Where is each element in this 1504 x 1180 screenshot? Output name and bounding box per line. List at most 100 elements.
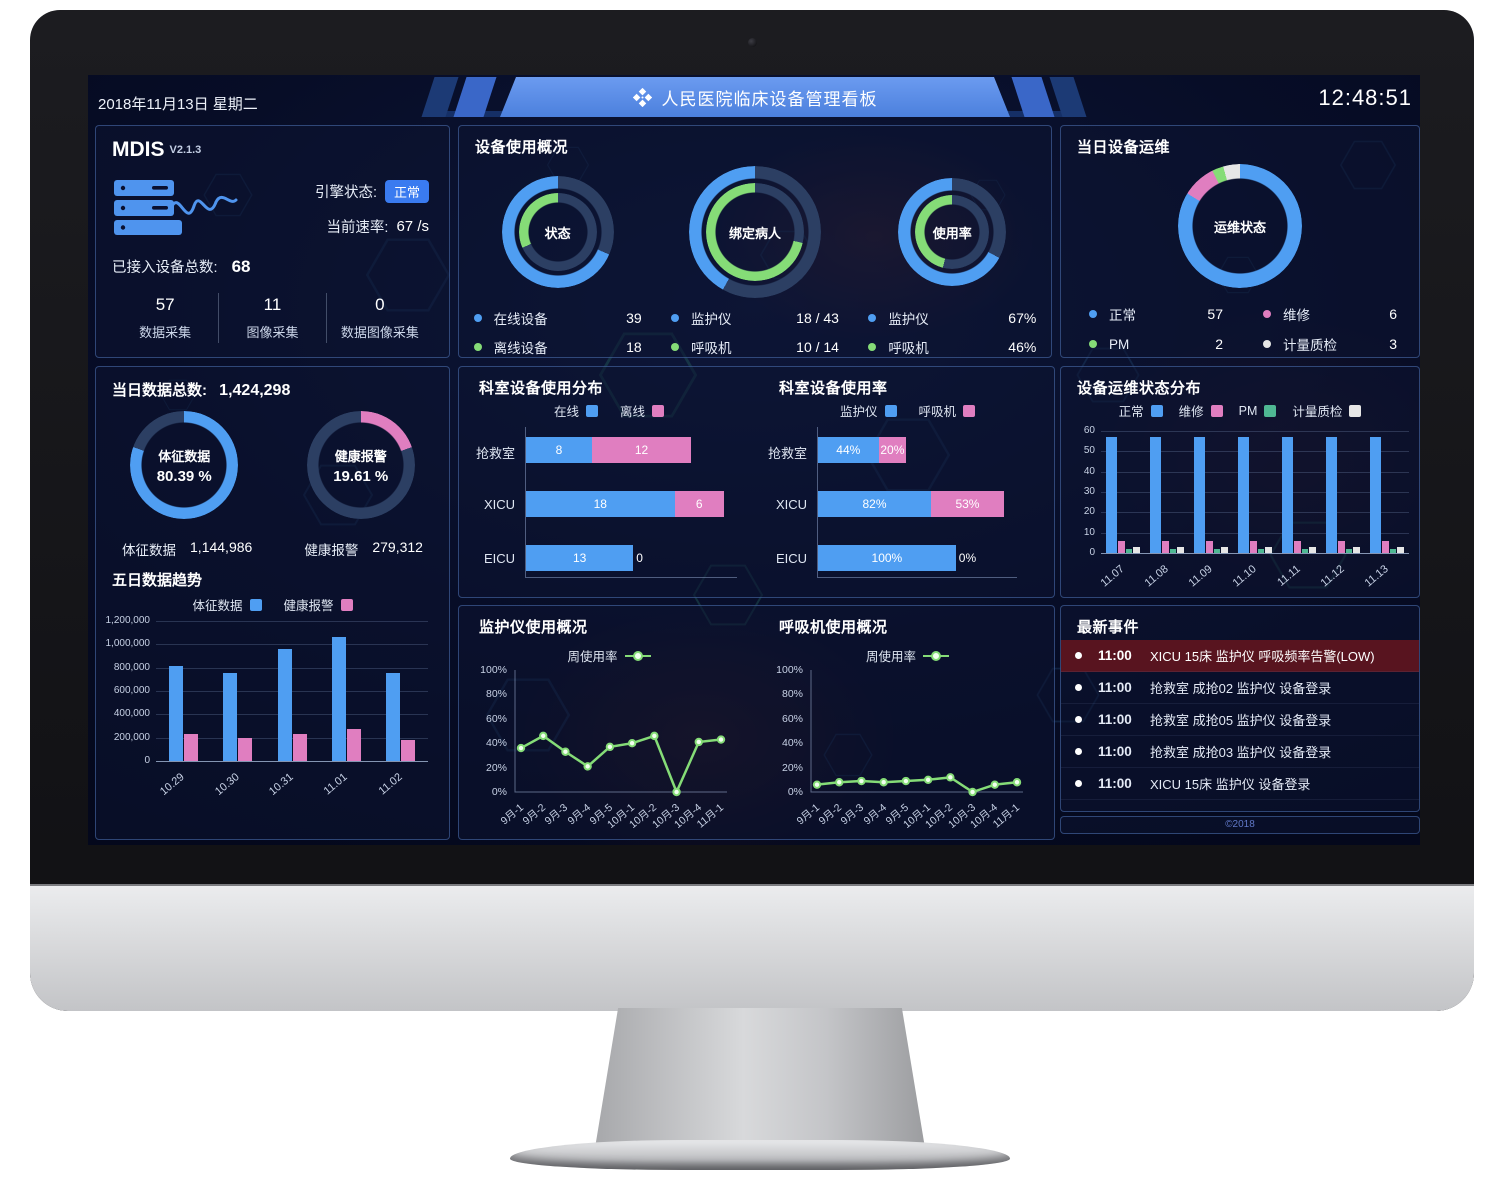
bar-计量质检 <box>1221 546 1228 553</box>
legend-value: 67% <box>1008 310 1037 326</box>
bar-健康报警 <box>238 738 253 761</box>
usage-donut-group: 状态 在线设备 39 离线设备 18 绑定病人 监护仪 18 / 43 呼吸机 10 / 14 使用… <box>459 158 1051 357</box>
bar-PM <box>1170 548 1176 553</box>
legend-swatch-icon <box>1210 404 1223 417</box>
legend-item: 监护仪 <box>840 401 897 420</box>
donut-ring <box>306 411 415 519</box>
legend-value: 10 / 14 <box>796 339 839 355</box>
legend-swatch-icon <box>249 598 262 611</box>
legend-item: 呼吸机 10 / 14 <box>670 337 839 357</box>
gridline <box>156 691 428 692</box>
bar-健康报警 <box>346 729 361 761</box>
donut-center-label: 使用率 <box>898 178 1006 286</box>
legend-item: 离线 <box>620 401 665 420</box>
gridline <box>156 714 428 716</box>
bar-正常 <box>1150 437 1161 553</box>
dept-distribution-chart: 科室设备使用分布 在线 离线 抢救室 8 12 XICU 18 6 EICU 13 0 <box>459 367 759 597</box>
y-axis-label: 80% <box>485 688 507 701</box>
event-dot-icon <box>1075 684 1082 691</box>
legend-item: 维修 6 <box>1263 304 1397 324</box>
total-devices-label: 已接入设备总数: <box>112 260 218 276</box>
ops-distribution-legend: 正常 维修 PM 计量质检 <box>1061 401 1419 420</box>
donut-box: 使用率 <box>898 158 1007 306</box>
monitor-frame: 2018年11月13日 星期二 12:48:51 人民医院临床设备管理看板 MD… <box>30 10 1474 1011</box>
trend-legend: 体征数据 健康报警 <box>96 595 449 614</box>
bar-PM <box>1302 548 1308 553</box>
legend-value: 3 <box>1389 336 1397 352</box>
y-axis-label: 40% <box>485 737 507 750</box>
data-point <box>946 773 955 782</box>
zero-value-label: 0 <box>636 551 643 565</box>
panel-ops-today: 当日设备运维 运维状态 正常 57 维修 6 PM 2 计量质检 3 <box>1060 125 1420 358</box>
legend-item: PM <box>1239 404 1277 418</box>
engine-status-badge: 正常 <box>384 180 429 203</box>
event-time: 11:00 <box>1098 712 1132 727</box>
bar-维修 <box>1250 540 1257 553</box>
gridline <box>156 737 428 739</box>
y-axis-label: 20% <box>781 761 803 774</box>
usage-donut-column: 使用率 监护仪 67% 呼吸机 46% <box>854 158 1051 357</box>
category-label: EICU <box>483 551 515 566</box>
bar-正常 <box>1326 437 1337 553</box>
donut-ring <box>130 411 239 519</box>
legend-name: 监护仪 <box>888 312 929 327</box>
donut-label: 绑定病人 <box>728 225 781 241</box>
bar-PM <box>1258 548 1264 553</box>
panel-dept-charts: 科室设备使用分布 在线 离线 抢救室 8 12 XICU 18 6 EICU 13 0 科室设备使… <box>458 366 1055 598</box>
chart-title: 呼吸机使用概况 <box>779 619 888 636</box>
y-axis-label: 10 <box>1083 526 1095 538</box>
bar-体征数据 <box>277 649 292 761</box>
data-point <box>605 742 615 752</box>
event-row[interactable]: 11:00 XICU 15床 监护仪 设备登录 <box>1061 768 1419 800</box>
legend-dot-icon <box>868 314 877 322</box>
data-point <box>539 731 548 741</box>
donut-legend: 监护仪 67% 呼吸机 46% <box>868 308 1036 357</box>
legend-label: 呼吸机 <box>918 405 957 419</box>
bar-PM <box>1214 548 1220 553</box>
monitor-usage-line: 100% 80% 60% 40% 20% 0% 9月-1 9月-2 9月-3 9月-4 9月-5 10… <box>459 606 759 841</box>
axis-line <box>525 577 737 578</box>
monitor-stand-base <box>510 1140 1010 1170</box>
bar-segment-呼吸机: 53% <box>930 491 1004 517</box>
usage-donut-column: 状态 在线设备 39 离线设备 18 <box>459 158 656 357</box>
donut-center-label: 健康报警 19.61 % <box>307 411 415 519</box>
event-text: XICU 15床 监护仪 设备登录 <box>1150 777 1311 792</box>
event-time: 11:00 <box>1098 776 1132 791</box>
bar-segment-在线: 18 <box>526 491 675 517</box>
legend-swatch-icon <box>1264 404 1277 417</box>
legend-name: 在线设备 <box>493 312 548 327</box>
legend-item: 正常 <box>1119 401 1163 420</box>
line-dot-icon <box>632 650 643 661</box>
bar-体征数据 <box>168 665 183 761</box>
legend-item: 离线设备 18 <box>473 337 642 357</box>
legend-label: PM <box>1238 403 1258 418</box>
usage-rate-legend: 监护仪 呼吸机 <box>759 401 1056 420</box>
donut-chart: 使用率 <box>898 178 1007 286</box>
event-list: 11:00 XICU 15床 监护仪 呼吸频率告警(LOW) 11:00 抢救室 成抢… <box>1061 640 1419 800</box>
data-total-title: 当日数据总数: 1,424,298 <box>112 379 290 400</box>
data-point <box>716 735 726 744</box>
y-axis-label: 50 <box>1083 445 1095 457</box>
event-row[interactable]: 11:00 抢救室 成抢05 监护仪 设备登录 <box>1061 704 1419 736</box>
event-row[interactable]: 11:00 抢救室 成抢02 监护仪 设备登录 <box>1061 672 1419 704</box>
total-devices-value: 68 <box>231 257 251 276</box>
donut-box: 绑定病人 <box>688 158 821 306</box>
legend-dot-icon <box>473 343 482 351</box>
event-row[interactable]: 11:00 XICU 15床 监护仪 呼吸频率告警(LOW) <box>1061 640 1419 672</box>
legend-label: 周使用率 <box>865 650 916 664</box>
data-donut-column: 健康报警 19.61 % <box>306 411 415 519</box>
rate-value: 67 /s <box>396 218 429 235</box>
data-total-label: 当日数据总数: <box>112 382 207 399</box>
bar-segment-监护仪: 100% <box>818 545 956 571</box>
donut-label: 80.39 % <box>156 467 212 485</box>
x-axis-label: 11.01 <box>321 771 351 798</box>
donut-chart: 运维状态 <box>1178 164 1302 288</box>
bar-维修 <box>1382 540 1389 553</box>
copyright-bar: ©2018 <box>1060 816 1420 834</box>
bar-segment-在线: 8 <box>526 437 592 463</box>
event-row[interactable]: 11:00 抢救室 成抢03 监护仪 设备登录 <box>1061 736 1419 768</box>
data-stat: 健康报警 279,312 <box>304 539 423 559</box>
stat-label: 图像采集 <box>246 325 299 340</box>
legend-dot-icon <box>1263 310 1271 318</box>
data-point <box>627 739 637 748</box>
